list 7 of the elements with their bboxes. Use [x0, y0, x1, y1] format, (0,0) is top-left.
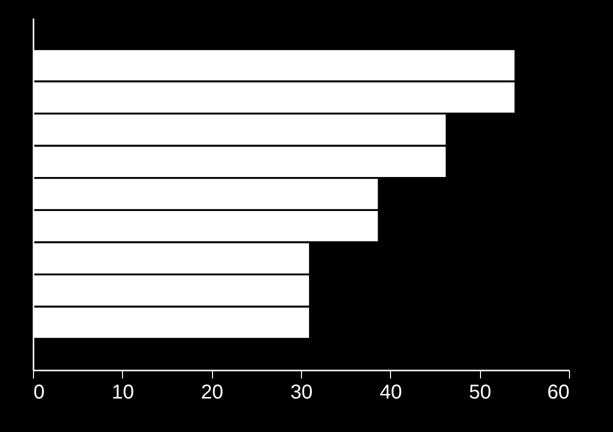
x-tick-label: 20 [201, 382, 224, 404]
x-tick-label: 0 [34, 382, 45, 404]
x-tick-label: 30 [290, 382, 313, 404]
x-tick-label: 60 [547, 382, 570, 404]
x-tick-label: 10 [112, 382, 134, 404]
x-tick-label: 50 [469, 382, 492, 404]
x-tick-label: 40 [380, 382, 402, 404]
